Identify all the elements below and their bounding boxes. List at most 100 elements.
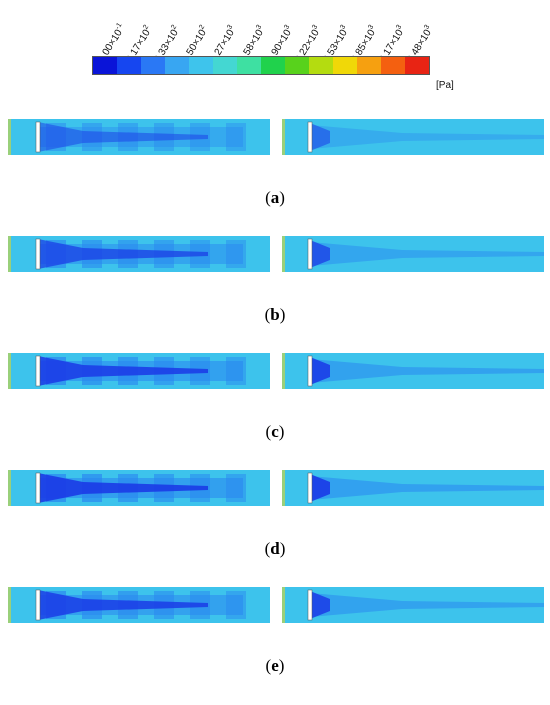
caption-paren: ( bbox=[265, 188, 271, 207]
wake-dark-core bbox=[310, 123, 330, 151]
legend-color-segment bbox=[93, 57, 117, 74]
caption-label: b bbox=[270, 305, 280, 324]
panel-caption: (b) bbox=[0, 305, 550, 325]
plate-obstacle bbox=[35, 355, 41, 387]
legend-color-segment bbox=[357, 57, 381, 74]
plate-obstacle bbox=[35, 238, 41, 270]
contour-svg bbox=[282, 119, 544, 155]
pressure-legend: 1.00×10-1 3.17×102 6.33×102 9.50×102 1.27×10… bbox=[0, 0, 550, 95]
inlet-edge bbox=[8, 119, 11, 155]
panel-caption: (c) bbox=[0, 422, 550, 442]
caption-paren: ( bbox=[264, 539, 271, 558]
contour-plot-left bbox=[8, 353, 270, 389]
plate-obstacle bbox=[307, 238, 313, 270]
caption-label: e bbox=[271, 656, 279, 675]
wake-band bbox=[118, 123, 138, 151]
wake-dark-core bbox=[310, 591, 330, 619]
contour-svg bbox=[282, 470, 544, 506]
contour-plot-left bbox=[8, 470, 270, 506]
contour-plot-right bbox=[282, 587, 544, 623]
wake-dark-core bbox=[38, 122, 208, 152]
contour-svg bbox=[282, 236, 544, 272]
wake-dark-core bbox=[38, 356, 208, 386]
caption-paren: ( bbox=[265, 656, 272, 675]
wake-streak bbox=[310, 242, 544, 266]
legend-color-segment bbox=[213, 57, 237, 74]
caption-paren: ) bbox=[278, 422, 285, 441]
legend-color-segment bbox=[309, 57, 333, 74]
contour-svg bbox=[8, 119, 270, 155]
caption-label: d bbox=[270, 539, 280, 558]
wake-dark-core bbox=[38, 590, 208, 620]
legend-color-segment bbox=[237, 57, 261, 74]
wake-dark-core bbox=[310, 357, 330, 385]
inlet-edge bbox=[8, 236, 11, 272]
inlet-edge bbox=[8, 353, 11, 389]
plate-obstacle bbox=[35, 472, 41, 504]
caption-label: c bbox=[271, 422, 279, 441]
tick-times-sign: ×10 bbox=[162, 27, 181, 49]
tick-times-sign: ×10 bbox=[134, 27, 153, 49]
tick-times-sign: ×10 bbox=[359, 27, 378, 49]
caption-paren: ) bbox=[278, 656, 285, 675]
plate-obstacle bbox=[307, 472, 313, 504]
plate-obstacle bbox=[307, 121, 313, 153]
legend-color-segment bbox=[333, 57, 357, 74]
tick-times-sign: ×10 bbox=[218, 27, 238, 49]
contour-plot-right bbox=[282, 470, 544, 506]
panel-row: (d) bbox=[0, 470, 550, 588]
legend-colorbar bbox=[92, 56, 430, 75]
contour-svg bbox=[8, 236, 270, 272]
wake-dark-core bbox=[310, 474, 330, 502]
contour-svg bbox=[8, 587, 270, 623]
legend-color-segment bbox=[165, 57, 189, 74]
caption-paren: ) bbox=[279, 539, 286, 558]
inlet-edge bbox=[8, 470, 11, 506]
panel-row: (a) bbox=[0, 119, 550, 237]
contour-plot-left bbox=[8, 119, 270, 155]
wake-streak bbox=[310, 593, 544, 617]
contour-plot-left bbox=[8, 587, 270, 623]
inlet-edge bbox=[8, 587, 11, 623]
panel-caption: (e) bbox=[0, 656, 550, 676]
tick-times-sign: ×10 bbox=[387, 27, 406, 49]
wake-band bbox=[190, 123, 210, 151]
legend-color-segment bbox=[117, 57, 141, 74]
field-background bbox=[8, 119, 270, 155]
contour-svg bbox=[282, 353, 544, 389]
legend-color-segment bbox=[141, 57, 165, 74]
tick-times-sign: ×10 bbox=[190, 27, 210, 49]
contour-plot-right bbox=[282, 119, 544, 155]
legend-color-segment bbox=[381, 57, 405, 74]
inlet-edge bbox=[282, 236, 285, 272]
wake-band bbox=[82, 123, 102, 151]
plate-obstacle bbox=[307, 589, 313, 621]
contour-plot-right bbox=[282, 236, 544, 272]
wake-streak bbox=[310, 359, 544, 383]
wake-band bbox=[226, 123, 246, 151]
legend-color-segment bbox=[189, 57, 213, 74]
legend-color-segment bbox=[405, 57, 429, 74]
contour-svg bbox=[282, 587, 544, 623]
plate-obstacle bbox=[307, 355, 313, 387]
tick-times-sign: ×10 bbox=[106, 27, 125, 49]
contour-svg bbox=[8, 470, 270, 506]
panel-row: (e) bbox=[0, 587, 550, 705]
contour-plot-right bbox=[282, 353, 544, 389]
panel-row: (b) bbox=[0, 236, 550, 354]
wake-core bbox=[38, 127, 243, 147]
wake-streak bbox=[310, 125, 544, 149]
panel-caption: (a) bbox=[0, 188, 550, 208]
wake-streak bbox=[310, 476, 544, 500]
contour-svg bbox=[8, 353, 270, 389]
caption-paren: ( bbox=[265, 422, 272, 441]
caption-paren: ) bbox=[279, 188, 285, 207]
plate-obstacle bbox=[35, 121, 41, 153]
legend-color-segment bbox=[285, 57, 309, 74]
contour-plot-left bbox=[8, 236, 270, 272]
panel-row: (c) bbox=[0, 353, 550, 471]
inlet-edge bbox=[282, 353, 285, 389]
wake-band bbox=[154, 123, 174, 151]
wake-band bbox=[226, 240, 246, 268]
wake-band bbox=[46, 123, 66, 151]
